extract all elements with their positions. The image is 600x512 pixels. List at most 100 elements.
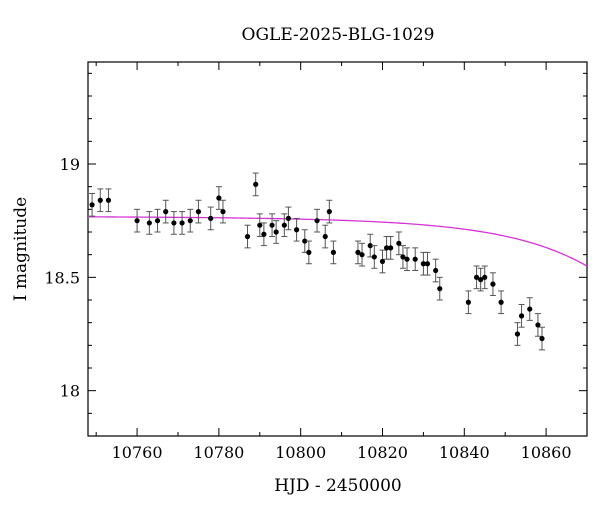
data-point xyxy=(219,199,226,224)
data-point xyxy=(359,242,366,267)
data-marker xyxy=(330,249,337,255)
data-point xyxy=(399,245,406,269)
data-marker xyxy=(433,267,439,274)
data-point xyxy=(383,236,390,260)
data-marker xyxy=(518,313,525,319)
data-marker xyxy=(527,306,533,312)
data-marker xyxy=(478,277,484,283)
data-marker xyxy=(253,181,259,187)
data-marker xyxy=(404,256,410,262)
data-point xyxy=(273,220,280,244)
y-tick-label: 19 xyxy=(60,155,80,174)
data-point xyxy=(367,233,374,258)
data-point xyxy=(395,231,402,256)
data-marker xyxy=(179,220,185,226)
x-tick-label: 10800 xyxy=(275,443,326,462)
data-marker xyxy=(424,261,431,267)
data-marker xyxy=(302,238,308,244)
y-tick-label: 18.5 xyxy=(44,268,80,287)
data-marker xyxy=(371,254,377,260)
model-curve xyxy=(87,216,588,267)
data-point xyxy=(477,267,484,292)
data-marker xyxy=(244,233,251,240)
axis-ticks-layer: 10760 10780 10800 10820 10840 10860 18 18.5 19 xyxy=(44,62,588,462)
data-point xyxy=(187,208,194,233)
data-marker xyxy=(281,222,287,228)
data-marker xyxy=(396,240,402,246)
data-point xyxy=(387,236,394,260)
x-axis-label: HJD - 2450000 xyxy=(274,476,402,496)
data-point xyxy=(305,240,312,265)
chart-title: OGLE-2025-BLG-1029 xyxy=(242,25,435,45)
data-point xyxy=(134,208,141,233)
data-point xyxy=(89,192,96,217)
data-marker xyxy=(473,274,480,280)
data-point xyxy=(498,290,505,315)
data-point xyxy=(322,224,329,249)
data-point xyxy=(179,211,186,235)
data-point xyxy=(412,247,419,272)
data-marker xyxy=(314,218,320,224)
data-point xyxy=(244,224,251,249)
data-marker xyxy=(220,209,226,215)
y-axis-label: I magnitude xyxy=(11,197,31,301)
data-marker xyxy=(322,233,328,240)
data-point xyxy=(293,217,300,242)
data-point xyxy=(269,213,276,238)
data-point xyxy=(154,208,161,233)
data-point xyxy=(404,247,411,272)
data-marker xyxy=(388,245,394,251)
data-point xyxy=(326,199,333,224)
data-point xyxy=(97,188,104,213)
data-point xyxy=(354,240,361,265)
data-marker xyxy=(306,249,312,255)
data-point xyxy=(252,172,259,197)
data-marker xyxy=(89,202,95,208)
x-tick-label: 10840 xyxy=(439,443,490,462)
data-marker xyxy=(216,195,222,201)
plot-frame xyxy=(87,61,588,437)
data-marker xyxy=(97,197,103,203)
data-marker xyxy=(293,227,300,233)
y-tick-label: 18 xyxy=(60,382,80,401)
data-marker xyxy=(437,286,443,292)
data-point xyxy=(539,326,546,351)
data-marker xyxy=(359,252,365,258)
data-marker xyxy=(326,209,332,215)
data-point xyxy=(330,240,337,265)
data-point xyxy=(256,213,263,238)
data-point xyxy=(465,290,472,315)
model-curve-layer xyxy=(87,216,588,267)
data-point xyxy=(162,199,169,224)
data-marker xyxy=(269,222,275,228)
data-point xyxy=(260,222,267,247)
data-point xyxy=(481,265,488,290)
data-marker xyxy=(208,215,214,221)
data-marker xyxy=(261,231,267,237)
data-point xyxy=(489,272,496,296)
data-marker xyxy=(539,335,545,342)
data-marker xyxy=(465,299,471,305)
data-point xyxy=(170,211,177,235)
data-marker xyxy=(482,274,488,280)
x-tick-label: 10860 xyxy=(521,443,572,462)
data-marker xyxy=(355,249,361,255)
data-point xyxy=(526,297,533,321)
data-marker xyxy=(257,222,263,228)
data-marker xyxy=(379,258,386,265)
x-tick-label: 10780 xyxy=(193,443,244,462)
data-marker xyxy=(400,254,406,260)
data-point xyxy=(285,206,292,231)
data-point xyxy=(436,276,443,301)
data-marker xyxy=(195,209,202,215)
data-marker xyxy=(420,261,426,267)
data-marker xyxy=(134,218,140,224)
data-point xyxy=(105,188,112,213)
x-tick-label: 10760 xyxy=(112,443,163,462)
x-tick-label: 10820 xyxy=(357,443,408,462)
data-marker xyxy=(105,197,112,203)
data-point xyxy=(371,245,378,269)
data-marker xyxy=(514,331,521,337)
data-point xyxy=(424,251,431,276)
